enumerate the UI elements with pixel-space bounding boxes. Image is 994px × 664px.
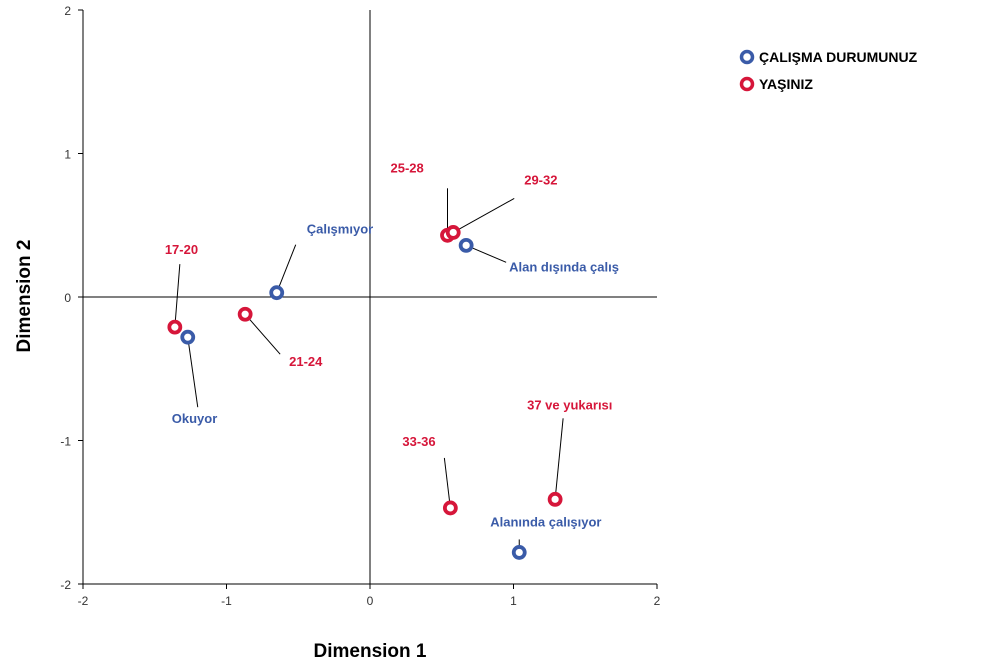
point-label: 25-28: [390, 160, 423, 175]
point-label: Çalışmıyor: [307, 222, 373, 237]
plot-area: [82, 10, 657, 585]
point-label: 21-24: [289, 354, 323, 369]
data-point: [547, 491, 563, 507]
y-tick-label: 2: [64, 4, 71, 18]
x-tick-label: 1: [510, 594, 517, 608]
y-tick-label: 1: [64, 148, 71, 162]
y-tick-label: -1: [60, 435, 71, 449]
point-label: 37 ve yukarısı: [527, 397, 612, 412]
legend-label-calisma-durumunuz: ÇALIŞMA DURUMUNUZ: [759, 49, 918, 65]
y-tick-label: -2: [60, 578, 71, 592]
axis-ticks: -2 -1 0 1 2 2 1 0 -1 -2: [60, 4, 660, 608]
data-point: [167, 319, 183, 335]
data-point: [180, 329, 196, 345]
data-point: [445, 225, 461, 240]
leader-line: [244, 313, 281, 355]
point-label: 29-32: [524, 172, 557, 187]
data-point: [269, 285, 285, 301]
y-tick-label: 0: [64, 291, 71, 305]
legend-label-yasiniz: YAŞINIZ: [759, 76, 813, 92]
leader-line: [452, 197, 515, 233]
x-tick-label: 0: [367, 594, 374, 608]
x-tick-label: -1: [221, 594, 232, 608]
x-axis-title: Dimension 1: [314, 641, 427, 662]
data-point: [237, 306, 253, 322]
leader-line: [276, 244, 297, 293]
leader-line: [554, 418, 564, 500]
point-label: Okuyor: [172, 411, 218, 426]
legend-item-calisma-durumunuz: ÇALIŞMA DURUMUNUZ: [739, 49, 918, 65]
point-labels: Çalışmıyor Alan dışında çalış Okuyor Alanın…: [165, 160, 619, 529]
leader-line: [443, 457, 451, 509]
data-point: [458, 237, 474, 253]
point-label: 17-20: [165, 242, 198, 257]
data-point: [442, 500, 458, 516]
legend-marker-calisma-durumunuz: [739, 49, 755, 65]
legend-item-yasiniz: YAŞINIZ: [739, 76, 813, 92]
label-leader-lines: [174, 188, 564, 553]
y-axis-title: Dimension 2: [14, 240, 35, 353]
point-label: Alan dışında çalış: [509, 259, 619, 274]
point-label: Alanında çalışıyor: [490, 514, 601, 529]
legend-marker-yasiniz: [739, 76, 755, 92]
point-label: 33-36: [402, 434, 435, 449]
leader-line: [174, 264, 181, 328]
x-tick-label: -2: [78, 594, 89, 608]
legend: ÇALIŞMA DURUMUNUZ YAŞINIZ: [739, 49, 918, 92]
data-points: [167, 225, 563, 560]
x-tick-label: 2: [654, 594, 661, 608]
data-point: [511, 545, 527, 560]
leader-line: [187, 337, 199, 408]
